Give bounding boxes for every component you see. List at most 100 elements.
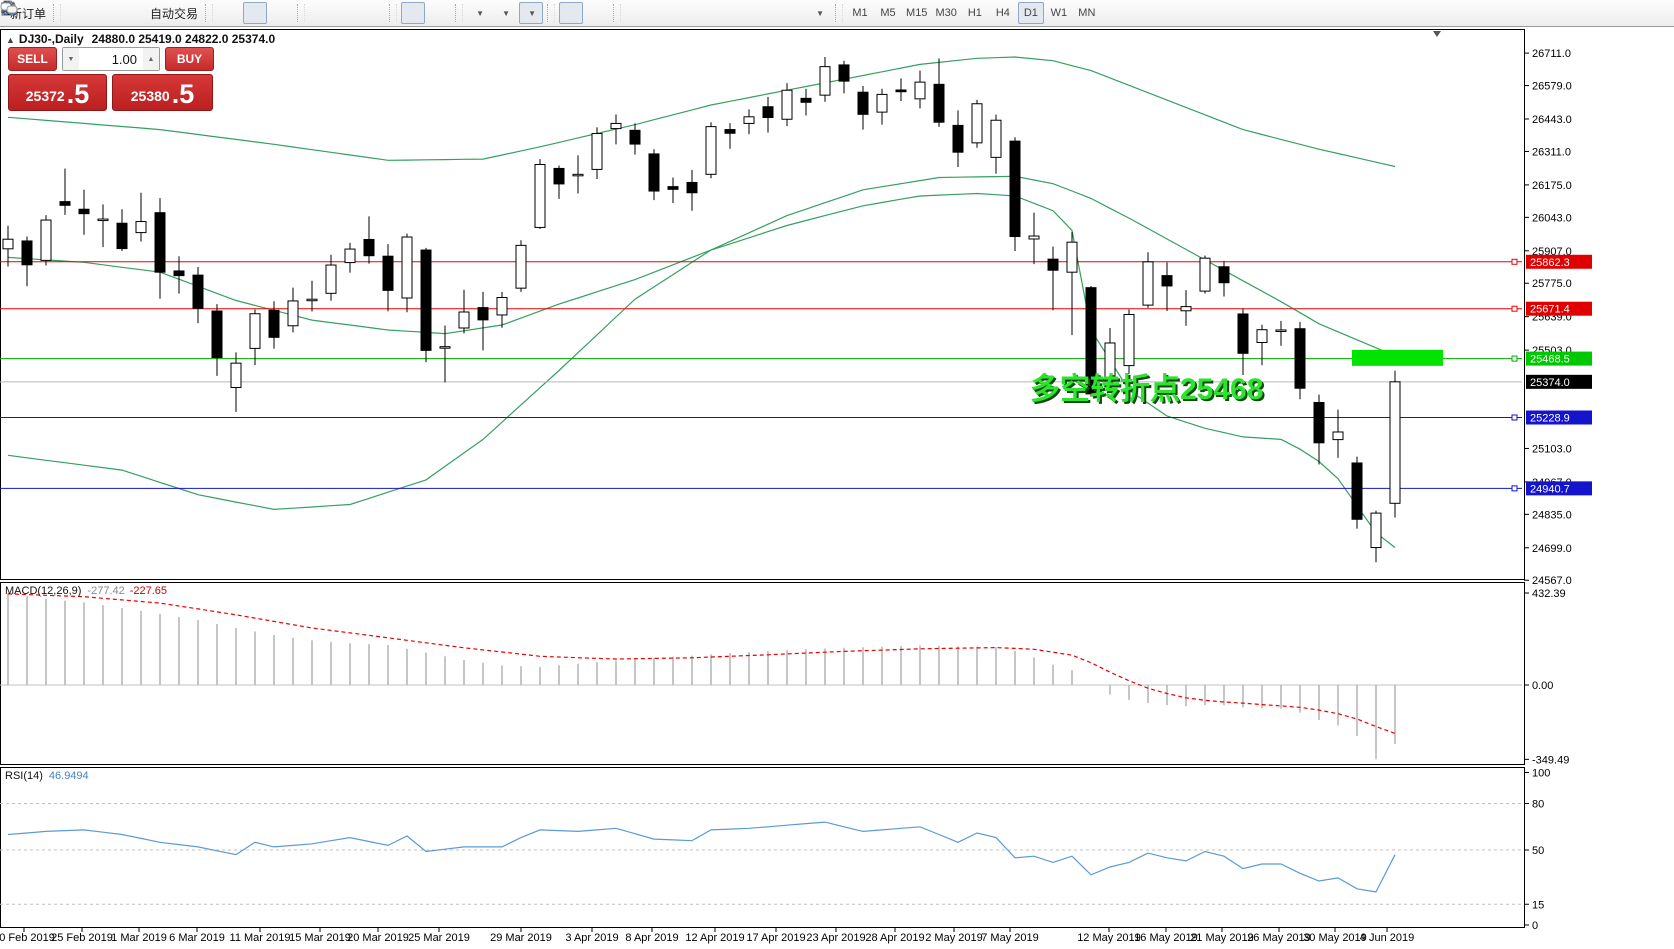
symbol-ohlc-values: 24880.0 25419.0 24822.0 25374.0 bbox=[91, 32, 276, 46]
toolbar-grip[interactable] bbox=[297, 4, 306, 22]
timeframe-H4[interactable]: H4 bbox=[995, 7, 1010, 19]
cursor-button[interactable] bbox=[2, 0, 584, 24]
macd-axis-labels: 432.39 0.00 -349.49 bbox=[0, 588, 1569, 766]
chat-button[interactable] bbox=[0, 2, 1671, 24]
timeframe-M1[interactable]: M1 bbox=[852, 7, 868, 19]
signals-button[interactable] bbox=[2, 1, 141, 24]
svg-text:80: 80 bbox=[1532, 799, 1544, 811]
macd-pane-header: MACD(12,26,9) -277.42 -227.65 bbox=[5, 585, 167, 597]
svg-text:1 Mar 2019: 1 Mar 2019 bbox=[111, 932, 167, 944]
bollinger-lower bbox=[7, 192, 1396, 548]
timeframe-M5[interactable]: M5 bbox=[880, 7, 896, 19]
arrows-button[interactable]: ▼ bbox=[2, 2, 831, 24]
horizontal-line-button[interactable] bbox=[2, 2, 675, 24]
collapse-triangle-icon[interactable]: ▲ bbox=[6, 35, 15, 45]
svg-text:50: 50 bbox=[1532, 845, 1544, 857]
trendline-button[interactable] bbox=[1, 2, 701, 24]
symbol-header: ▲ DJ30-,Daily 24880.0 25419.0 24822.0 2537… bbox=[6, 32, 275, 46]
timeframe-H1[interactable]: H1 bbox=[967, 7, 982, 19]
svg-text:26043.0: 26043.0 bbox=[1532, 212, 1572, 224]
periods-button[interactable]: ▼ bbox=[1, 1, 517, 24]
volume-value[interactable]: 1.00 bbox=[111, 51, 137, 67]
bar-chart-button[interactable] bbox=[2, 2, 241, 24]
rsi-pane-header: RSI(14) 46.9494 bbox=[5, 770, 89, 782]
profile-button[interactable] bbox=[1, 1, 115, 24]
level-lines[interactable] bbox=[0, 258, 1522, 492]
search-button[interactable] bbox=[1, 1, 1645, 24]
sell-button[interactable]: SELL bbox=[8, 47, 58, 71]
toolbar-grip[interactable] bbox=[53, 4, 62, 22]
rsi-axis-labels: 100 80 50 15 0 bbox=[0, 768, 1550, 932]
fibonacci-button[interactable]: F bbox=[2, 2, 753, 24]
macd-histogram bbox=[7, 593, 1396, 760]
toolbar-grip[interactable] bbox=[455, 4, 464, 22]
sell-price-display[interactable]: 25372 .5 bbox=[8, 74, 107, 111]
svg-text:29 Mar 2019: 29 Mar 2019 bbox=[490, 932, 552, 944]
text-label-button[interactable]: T bbox=[1, 2, 805, 24]
volume-increase-button[interactable]: ▲ bbox=[143, 48, 159, 70]
svg-text:432.39: 432.39 bbox=[1532, 588, 1566, 600]
rsi-pane-border bbox=[0, 767, 1525, 928]
market-watch-button[interactable] bbox=[1, 2, 89, 24]
indicators-button[interactable]: f ▼ bbox=[1, 1, 491, 24]
svg-text:20 Feb 2019: 20 Feb 2019 bbox=[0, 932, 55, 944]
svg-text:23 Apr 2019: 23 Apr 2019 bbox=[806, 932, 865, 944]
zoom-out-button[interactable] bbox=[1, 1, 359, 24]
auto-scroll-button[interactable] bbox=[3, 2, 426, 24]
svg-text:6 Mar 2019: 6 Mar 2019 bbox=[169, 932, 225, 944]
svg-text:26443.0: 26443.0 bbox=[1532, 114, 1572, 126]
one-click-trading-panel: SELL ▼ 1.00 ▲ BUY 25372 .5 25380 .5 bbox=[8, 47, 215, 111]
buy-price-display[interactable]: 25380 .5 bbox=[112, 74, 213, 111]
text-button[interactable]: A bbox=[2, 1, 779, 24]
svg-text:26579.0: 26579.0 bbox=[1532, 81, 1572, 93]
dropdown-arrow-icon: ▼ bbox=[816, 8, 824, 18]
line-chart-button[interactable] bbox=[1, 1, 293, 24]
svg-text:20 Mar 2019: 20 Mar 2019 bbox=[347, 932, 409, 944]
chart-shift-marker[interactable] bbox=[1433, 31, 1441, 37]
chart-annotation-text[interactable]: 多空转折点25468 bbox=[1030, 373, 1263, 406]
svg-text:15 Mar 2019: 15 Mar 2019 bbox=[289, 932, 351, 944]
price-tags: 25862.3 25671.4 25468.5 25228.9 24940.7 25374… bbox=[1526, 254, 1592, 496]
timeframe-D1[interactable]: D1 bbox=[1017, 2, 1044, 24]
buy-button[interactable]: BUY bbox=[165, 47, 215, 71]
toolbar: 新订单 自动交易 f ▼ bbox=[0, 0, 1674, 27]
timeframe-W1[interactable]: W1 bbox=[1050, 7, 1068, 19]
svg-text:26711.0: 26711.0 bbox=[1532, 48, 1571, 60]
candlestick-chart-button[interactable] bbox=[2, 1, 268, 24]
equidistant-channel-button[interactable]: E bbox=[1, 2, 727, 24]
crosshair-button[interactable] bbox=[2, 2, 609, 24]
svg-text:26311.0: 26311.0 bbox=[1532, 146, 1571, 158]
toolbar-grip[interactable] bbox=[389, 4, 398, 22]
zoom-in-button[interactable] bbox=[1, 1, 333, 24]
svg-text:12 May 2019: 12 May 2019 bbox=[1077, 932, 1141, 944]
autotrading-button[interactable]: 自动交易 bbox=[1, 2, 201, 24]
toolbar-grip[interactable] bbox=[205, 4, 214, 22]
svg-text:12 Apr 2019: 12 Apr 2019 bbox=[685, 932, 744, 944]
timeframe-M30[interactable]: M30 bbox=[935, 7, 957, 19]
buy-price-main: 25380 bbox=[130, 88, 170, 104]
templates-button[interactable]: ▼ bbox=[1, 2, 544, 24]
tile-windows-button[interactable] bbox=[2, 2, 385, 24]
timeframe-M15[interactable]: M15 bbox=[906, 7, 928, 19]
chart-shift-button[interactable] bbox=[2, 2, 451, 24]
toolbar-grip[interactable] bbox=[835, 4, 844, 22]
volume-decrease-button[interactable]: ▼ bbox=[63, 48, 80, 70]
svg-text:17 Apr 2019: 17 Apr 2019 bbox=[746, 932, 805, 944]
price-axis-labels: 26711.0 26579.0 26443.0 26311.0 26175.0 26043… bbox=[1524, 48, 1572, 587]
toolbar-grip[interactable] bbox=[613, 4, 622, 22]
vertical-line-button[interactable] bbox=[6, 2, 649, 24]
svg-text:21 May 2019: 21 May 2019 bbox=[1190, 932, 1254, 944]
macd-signal-value: -227.65 bbox=[129, 585, 168, 597]
svg-text:24699.0: 24699.0 bbox=[1532, 543, 1572, 555]
green-rectangle-object[interactable] bbox=[1352, 349, 1443, 366]
bollinger-upper bbox=[7, 56, 1396, 168]
svg-text:25775.0: 25775.0 bbox=[1532, 278, 1572, 290]
svg-text:15: 15 bbox=[1532, 899, 1544, 911]
volume-stepper: ▼ 1.00 ▲ bbox=[62, 47, 160, 71]
timeframe-MN[interactable]: MN bbox=[1078, 7, 1096, 19]
svg-text:30 May 2019: 30 May 2019 bbox=[1303, 932, 1367, 944]
toolbar-grip[interactable] bbox=[547, 4, 556, 22]
svg-text:25 Feb 2019: 25 Feb 2019 bbox=[51, 932, 113, 944]
